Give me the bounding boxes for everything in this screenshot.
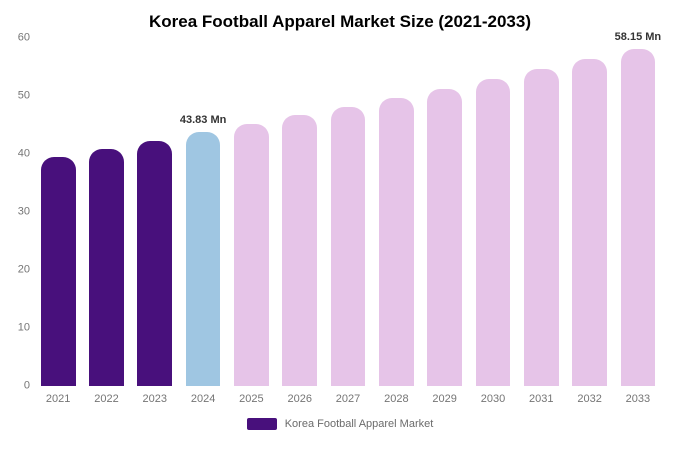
bar-2022: [89, 149, 124, 386]
y-tick-10: 10: [17, 321, 30, 334]
x-label-2025: 2025: [239, 393, 264, 405]
x-label-2028: 2028: [384, 393, 409, 405]
x-label-2031: 2031: [529, 393, 554, 405]
y-tick-60: 60: [17, 31, 30, 44]
bar-column-2022: 2022: [82, 38, 130, 405]
y-tick-20: 20: [17, 263, 30, 276]
bar-2026: [282, 115, 318, 386]
bar-2023: [137, 141, 173, 386]
bar-2030: [475, 79, 511, 386]
x-label-2030: 2030: [480, 393, 506, 405]
bar-2021: [40, 156, 76, 386]
bar-2024: [185, 131, 221, 386]
bar-2033: [620, 48, 656, 386]
bar-column-2026: 2026: [276, 38, 324, 405]
plot-area: 0 10 20 30 40 50 60 2021 2022 2023 43.83 Mn 2024 20…: [8, 31, 662, 405]
bar-annotation-2024: 43.83 Mn: [179, 113, 227, 126]
chart-title: Korea Football Apparel Market Size (2021…: [148, 12, 531, 31]
bar-column-2025: 2025: [227, 38, 275, 405]
bar-column-2028: 2028: [372, 38, 420, 405]
bars: 2021 2022 2023 43.83 Mn 2024 2025 2026 2027 2028…: [34, 31, 662, 405]
bar-2031: [523, 69, 559, 386]
x-label-2023: 2023: [142, 393, 168, 405]
bar-column-2024: 43.83 Mn 2024: [179, 38, 227, 405]
y-tick-40: 40: [17, 147, 30, 160]
bar-column-2021: 2021: [34, 38, 82, 405]
x-label-2021: 2021: [45, 393, 71, 405]
bar-column-2023: 2023: [131, 38, 179, 405]
bar-2027: [330, 106, 366, 386]
bar-column-2030: 2030: [469, 38, 517, 405]
bar-annotation-2033: 58.15 Mn: [614, 30, 662, 43]
bar-2029: [427, 88, 463, 386]
x-label-2027: 2027: [335, 393, 361, 405]
bar-column-2027: 2027: [324, 38, 372, 405]
bar-column-2031: 2031: [517, 38, 565, 405]
y-axis: 0 10 20 30 40 50 60: [8, 32, 34, 391]
y-tick-0: 0: [23, 379, 30, 392]
x-label-2032: 2032: [577, 393, 602, 405]
legend-label: Korea Football Apparel Market: [284, 418, 434, 430]
bar-column-2032: 2032: [565, 38, 613, 405]
bar-2028: [378, 97, 414, 386]
y-tick-30: 30: [17, 205, 30, 218]
x-label-2026: 2026: [287, 393, 312, 405]
x-label-2024: 2024: [190, 393, 216, 405]
bar-2032: [572, 59, 607, 386]
bar-column-2033: 58.15 Mn 2033: [614, 31, 662, 405]
bar-2025: [234, 123, 269, 386]
x-label-2022: 2022: [94, 393, 119, 405]
bar-column-2029: 2029: [421, 38, 469, 405]
x-label-2033: 2033: [625, 393, 651, 405]
legend-swatch: [246, 418, 277, 430]
legend: Korea Football Apparel Market: [0, 418, 680, 430]
y-tick-50: 50: [17, 89, 30, 102]
x-label-2029: 2029: [432, 393, 457, 405]
